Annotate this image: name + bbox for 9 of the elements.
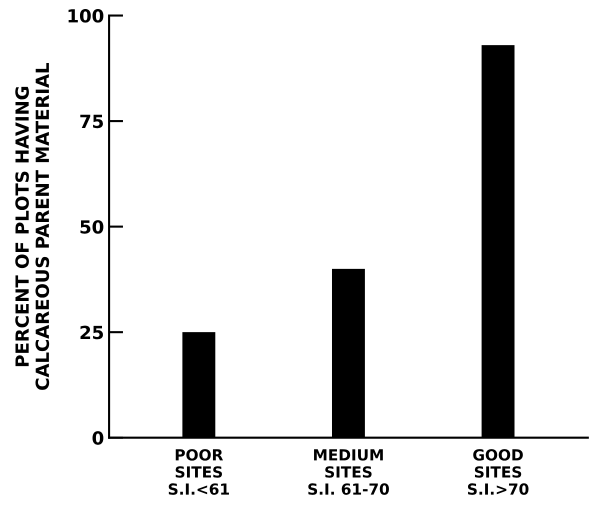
x-tick-label: MEDIUM SITES S.I. 61-70 — [308, 449, 389, 495]
y-tick-label: 75 — [80, 114, 103, 128]
y-tick-label: 0 — [92, 431, 104, 445]
y-axis-title: PERCENT OF PLOTS HAVING CALCAREOUS PARENT MATERIAL — [15, 62, 50, 390]
x-tick-label: POOR SITES S.I.<61 — [168, 449, 229, 495]
y-tick-label: 100 — [68, 9, 104, 23]
y-tick-label: 50 — [80, 220, 104, 234]
y-tick-label: 25 — [80, 326, 103, 340]
x-tick-label: GOOD SITES S.I.>70 — [468, 449, 529, 495]
